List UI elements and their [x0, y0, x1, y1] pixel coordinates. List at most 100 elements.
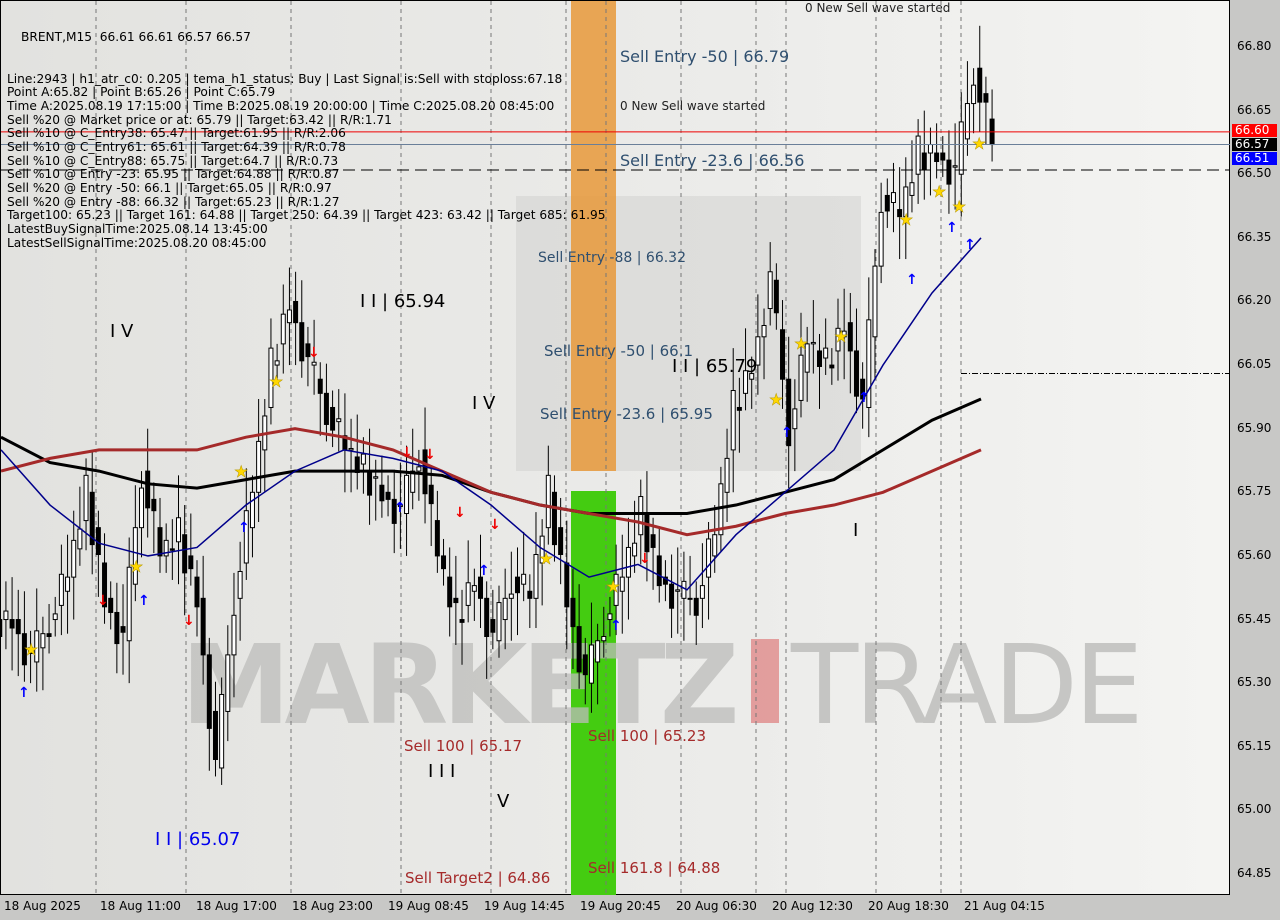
candle-body	[330, 406, 336, 431]
entry-label: Sell Entry -23.6 | 65.95	[540, 405, 713, 423]
buy-arrow-icon: ↑	[394, 500, 406, 516]
sell-target-label: Sell 100 | 65.23	[588, 727, 707, 745]
candle-body	[108, 597, 114, 613]
entry-label: Sell Entry -50 | 66.79	[620, 47, 790, 66]
candle-body	[656, 555, 662, 587]
candle-body	[293, 300, 299, 324]
entry-label: Sell Entry -23.6 | 66.56	[620, 151, 805, 170]
wave-label: V	[497, 791, 510, 812]
candle-body	[724, 457, 730, 493]
sell-arrow-icon: ↓	[308, 345, 320, 361]
y-tick-label: 64.85	[1237, 866, 1272, 880]
info-line: Point A:65.82 | Point B:65.26 | Point C:…	[7, 85, 276, 100]
candle-body	[459, 619, 465, 623]
candle-body	[952, 165, 958, 168]
green-zone	[571, 491, 616, 896]
candle-body	[730, 390, 736, 451]
ma-blue-line	[0, 237, 982, 591]
candle-body	[237, 570, 243, 599]
chart-plot-area[interactable]: MARKETZ TRADE ★ ★ ★ ★ ★ ★ ★ ★ ★ ★ ★ ★ ★ ↑ ↑ ↑ ↑ ↑ ↑ ↑ ↑ ↑ ↑ ↑ ↓ ↓…	[0, 0, 1231, 896]
candle-body	[804, 343, 810, 373]
ma-red-line	[0, 427, 982, 537]
candle-body	[3, 610, 9, 621]
candle-body	[391, 498, 397, 524]
candle-body	[545, 474, 551, 529]
candle-body	[773, 279, 779, 314]
candle-body	[909, 182, 915, 196]
candle-body	[89, 491, 95, 546]
y-tick-label: 66.20	[1237, 293, 1272, 308]
candle-body	[52, 613, 58, 621]
candle-body	[502, 597, 508, 621]
wave-label: I I | 65.07	[155, 829, 241, 850]
candle-body	[644, 513, 650, 553]
candle-body	[175, 517, 181, 543]
candle-body	[71, 539, 77, 578]
candle-body	[132, 527, 138, 585]
candle-body	[977, 67, 983, 103]
candle-body	[736, 406, 742, 411]
candle-body	[847, 322, 853, 352]
sell-arrow-icon: ↓	[183, 613, 195, 629]
candle-body	[675, 589, 681, 592]
candle-body	[9, 619, 15, 629]
candle-body	[286, 309, 292, 324]
sell-arrow-icon: ↓	[639, 551, 651, 567]
star-icon: ★	[899, 210, 913, 229]
candle-body	[921, 152, 927, 171]
candle-body	[853, 350, 859, 397]
candle-body	[139, 487, 145, 529]
candle-body	[958, 121, 964, 175]
candle-body	[934, 152, 940, 163]
candle-body	[946, 159, 952, 185]
candle-body	[971, 84, 977, 105]
candle-body	[200, 597, 206, 656]
y-tick-label: 66.80	[1237, 39, 1272, 53]
candle-body	[77, 528, 83, 550]
candle-body	[145, 470, 151, 509]
candle-body	[243, 510, 249, 564]
candle-body	[465, 582, 471, 606]
info-line: Line:2943 | h1_atr_c0: 0.205 | tema_h1_s…	[7, 71, 563, 86]
info-line: LatestSellSignalTime:2025.08.20 08:45:00	[7, 235, 267, 250]
new-wave-label: 0 New Sell wave started	[620, 99, 766, 113]
candle-body	[478, 576, 484, 599]
candle-body	[34, 630, 40, 663]
candle-body	[514, 576, 520, 594]
candle-body	[619, 576, 625, 592]
sell-arrow-icon: ↓	[401, 445, 413, 461]
candle-body	[422, 449, 428, 495]
info-line: Target100: 65.23 || Target 161: 64.88 ||…	[7, 208, 606, 223]
time-axis[interactable]: 18 Aug 2025 18 Aug 11:00 18 Aug 17:00 18 Au…	[0, 895, 1280, 920]
x-tick-label: 18 Aug 11:00	[100, 899, 181, 913]
candle-body	[866, 319, 872, 408]
candle-body	[484, 597, 490, 638]
y-tick-label: 65.00	[1237, 802, 1272, 817]
candle-body	[428, 484, 434, 505]
x-tick-label: 20 Aug 12:30	[772, 899, 853, 913]
candle-body	[588, 644, 594, 684]
star-icon: ★	[972, 134, 986, 153]
candle-body	[182, 534, 188, 574]
star-icon: ★	[932, 182, 946, 201]
svg-text:TRADE: TRADE	[790, 621, 1140, 749]
y-tick-label: 65.60	[1237, 547, 1272, 562]
star-icon: ★	[606, 577, 620, 596]
candle-body	[890, 192, 896, 204]
candle-body	[841, 330, 847, 338]
star-icon: ★	[269, 372, 283, 391]
candle-body	[595, 640, 601, 663]
star-icon: ★	[129, 557, 143, 576]
star-icon: ★	[24, 640, 38, 659]
candle-body	[256, 440, 262, 493]
star-icon: ★	[794, 334, 808, 353]
candle-body	[360, 453, 366, 465]
candle-body	[120, 626, 126, 633]
candle-body	[761, 324, 767, 338]
candle-body	[83, 474, 89, 522]
wave-label: I	[853, 520, 859, 541]
wave-label: I I | 65.94	[360, 291, 446, 312]
candle-body	[964, 103, 970, 140]
candle-body	[317, 378, 323, 394]
star-icon: ★	[769, 390, 783, 409]
